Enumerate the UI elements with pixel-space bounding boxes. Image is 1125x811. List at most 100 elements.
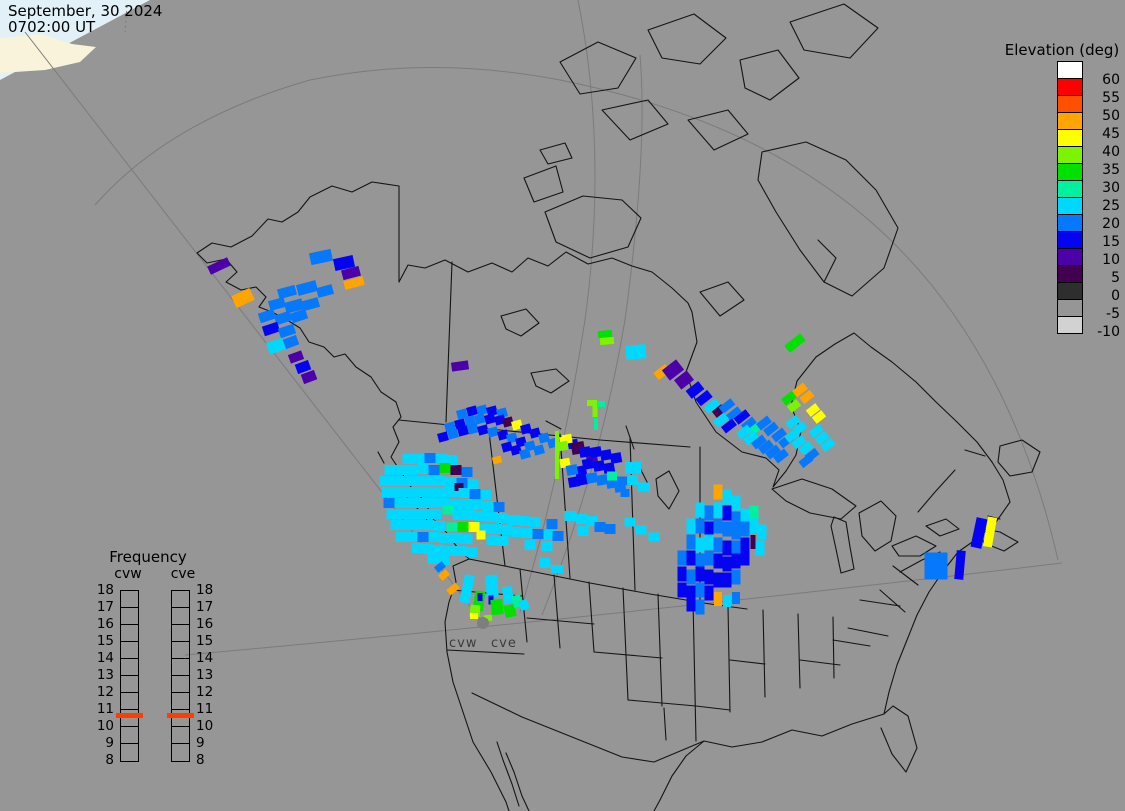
echo-tile xyxy=(599,336,615,346)
echo-tile xyxy=(430,509,442,519)
echo-tile xyxy=(486,535,498,545)
echo-tile xyxy=(539,558,551,568)
echo-tile xyxy=(718,398,736,414)
echo-tile xyxy=(686,534,696,550)
echo-tile xyxy=(763,421,779,437)
echo-tile xyxy=(390,476,402,486)
frequency-column-cve-label: cve xyxy=(170,566,196,582)
frequency-ladder-segment xyxy=(172,591,189,608)
echo-tile xyxy=(685,381,705,399)
echo-tile xyxy=(485,512,497,522)
echo-tile xyxy=(487,426,499,438)
echo-tile xyxy=(463,510,475,520)
echo-tile xyxy=(625,462,641,474)
frequency-ladder-segment xyxy=(172,693,189,710)
echo-tile xyxy=(686,518,696,534)
echo-tile xyxy=(412,520,424,530)
echo-tile xyxy=(567,476,581,488)
echo-tile xyxy=(520,423,532,435)
echo-tile xyxy=(954,550,966,580)
echo-tile xyxy=(461,467,473,477)
timestamp: September, 30 2024 0702:00 UT xyxy=(8,3,162,35)
echo-tile xyxy=(695,566,705,582)
frequency-ladder-segment xyxy=(121,710,138,727)
echo-tile xyxy=(417,464,429,474)
echo-tile xyxy=(273,310,293,326)
echo-tile xyxy=(686,585,696,601)
frequency-ladder-segment xyxy=(172,676,189,693)
echo-tile xyxy=(506,432,518,444)
echo-tile xyxy=(301,297,321,311)
frequency-ladder-cve xyxy=(171,590,190,762)
echo-tile xyxy=(433,545,445,555)
echo-tile xyxy=(565,464,579,476)
echo-tile xyxy=(395,465,407,475)
echo-tile xyxy=(439,533,451,543)
echo-tile xyxy=(485,574,499,598)
echo-tile xyxy=(434,476,446,486)
frequency-ladder-segment xyxy=(121,591,138,608)
echo-tile xyxy=(799,389,815,405)
frequency-column-cvw-label: cvw xyxy=(114,566,142,582)
elevation-color-box-b20 xyxy=(1057,214,1083,232)
echo-tile xyxy=(394,498,406,508)
frequency-ladder-segment xyxy=(121,608,138,625)
echo-tile xyxy=(722,505,732,521)
echo-tile xyxy=(791,434,807,450)
echo-tile xyxy=(740,508,750,524)
echo-tile xyxy=(413,454,425,464)
elevation-legend-title: Elevation (deg) xyxy=(1004,41,1120,59)
echo-tile xyxy=(722,489,732,505)
echo-tile xyxy=(740,550,750,566)
echo-tile xyxy=(594,522,606,532)
echo-tile xyxy=(557,440,569,452)
echo-tile xyxy=(466,405,478,417)
echo-tile xyxy=(477,593,483,601)
echo-tile xyxy=(541,541,553,551)
elevation-color-box-r60 xyxy=(1057,78,1083,96)
echo-tile xyxy=(731,553,741,569)
echo-tile xyxy=(773,448,789,464)
echo-tile xyxy=(507,515,519,525)
echo-tile xyxy=(731,511,741,527)
echo-tile xyxy=(402,454,414,464)
echo-tile xyxy=(392,487,404,497)
echo-tile xyxy=(635,525,647,535)
echo-tile xyxy=(438,555,450,565)
echo-tile xyxy=(446,522,458,532)
echo-tile xyxy=(628,475,638,485)
echo-tile xyxy=(781,390,797,406)
echo-tile xyxy=(428,532,440,542)
frequency-ladder-segment xyxy=(172,608,189,625)
terminator-band xyxy=(0,34,96,73)
echo-tile xyxy=(723,595,731,607)
echo-tile xyxy=(445,477,457,487)
echo-tile xyxy=(474,413,486,425)
echo-tile xyxy=(295,280,319,296)
elevation-color-scale xyxy=(1057,61,1083,334)
frequency-ladder-segment xyxy=(172,710,189,727)
echo-tile xyxy=(713,553,723,569)
echo-tile xyxy=(449,499,461,509)
echo-tile xyxy=(207,257,231,275)
echo-tile xyxy=(447,487,459,497)
echo-tile xyxy=(564,511,576,521)
echo-tile xyxy=(405,498,417,508)
echo-tile xyxy=(444,546,456,556)
echo-tile xyxy=(470,613,478,619)
echo-tile xyxy=(731,495,741,511)
echo-tile xyxy=(722,540,732,556)
echo-tile xyxy=(982,516,998,548)
echo-tile xyxy=(529,427,541,439)
echo-tile xyxy=(713,572,723,588)
echo-tile xyxy=(267,297,287,311)
echo-tile xyxy=(695,582,705,598)
echo-tile xyxy=(749,518,759,534)
echo-tile xyxy=(390,520,402,530)
echo-tile xyxy=(740,537,750,553)
echo-tile xyxy=(401,520,413,530)
echo-tile xyxy=(713,518,723,534)
echo-tile xyxy=(436,487,448,497)
map-radar-label-cve: cve xyxy=(491,636,517,651)
